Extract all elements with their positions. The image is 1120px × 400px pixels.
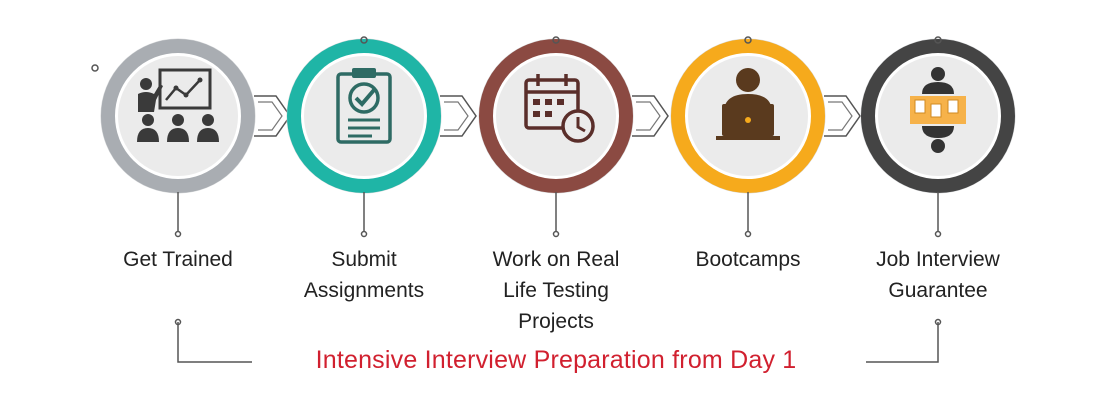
arrow-4-5 <box>824 95 861 137</box>
step-4-node <box>670 36 826 238</box>
interview-table-icon <box>910 67 966 153</box>
laptop-user-icon <box>716 68 780 140</box>
step-2-label: Submit Assignments <box>303 248 425 302</box>
clipboard-check-icon <box>336 68 392 144</box>
step-4-ring <box>671 39 825 117</box>
step-3-label: Work on Real Life Testing Projects <box>492 248 620 333</box>
arrow-3-4 <box>632 95 669 137</box>
step-4-label: Bootcamps <box>695 248 801 271</box>
step-2-ring <box>287 39 441 117</box>
bracket-lines <box>174 318 942 363</box>
step-5-ring <box>861 39 1015 117</box>
step-3-ring <box>479 39 633 117</box>
arrow-2-3 <box>440 95 477 137</box>
step-1-node <box>91 38 256 238</box>
step-5-label: Job Interview Guarantee <box>876 248 1000 302</box>
calendar-clock-icon <box>524 74 595 143</box>
step-1-ring <box>101 39 255 193</box>
presentation-icon <box>137 68 219 142</box>
step-2-node <box>286 36 442 238</box>
banner-text: Intensive Interview Preparation from Day… <box>315 346 797 374</box>
step-5-node <box>860 36 1016 238</box>
step-1-label: Get Trained <box>123 248 233 271</box>
step-3-node <box>478 36 634 238</box>
